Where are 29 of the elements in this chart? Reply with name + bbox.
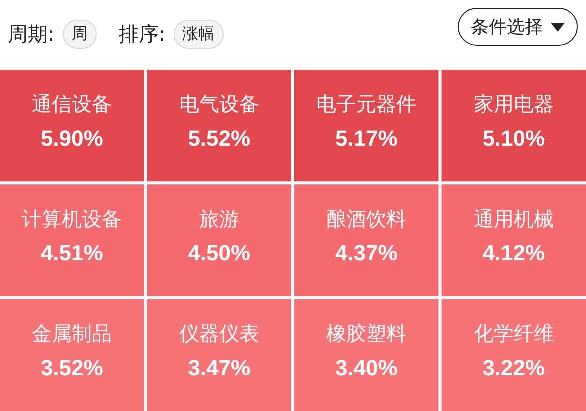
data-label: 3.52%: [40, 355, 104, 380]
data-label: 5.17%: [335, 126, 398, 152]
data-label: 3.47%: [188, 355, 251, 380]
data-label: 4.51%: [40, 240, 104, 266]
category-label: 仪器仪表: [179, 322, 260, 346]
category-label: 通信设备: [32, 92, 112, 116]
data-label: 4.12%: [482, 240, 546, 266]
text: 周: [62, 20, 97, 48]
category-label: 通用机械: [474, 206, 554, 231]
text: 周期:: [8, 20, 55, 48]
text: 涨幅: [174, 20, 224, 48]
text: 条件选择: [471, 16, 543, 39]
category-label: 电子元器件: [316, 92, 417, 116]
category-label: 旅游: [199, 206, 240, 231]
data-label: 5.52%: [188, 126, 251, 152]
data-label: 4.37%: [335, 240, 398, 266]
category-label: 电气设备: [179, 92, 260, 116]
category-label: 家用电器: [474, 92, 554, 116]
data-label: 3.40%: [335, 355, 398, 380]
data-label: 5.10%: [482, 126, 546, 152]
data-label: 4.50%: [188, 240, 251, 266]
data-label: 3.22%: [482, 355, 546, 380]
category-label: 计算机设备: [22, 206, 122, 231]
category-label: 酿酒饮料: [326, 206, 407, 231]
category-label: 金属制品: [32, 322, 112, 346]
text: 排序:: [118, 20, 166, 48]
data-label: 5.90%: [40, 126, 104, 152]
category-label: 化学纤维: [474, 322, 554, 346]
category-label: 橡胶塑料: [326, 322, 407, 346]
